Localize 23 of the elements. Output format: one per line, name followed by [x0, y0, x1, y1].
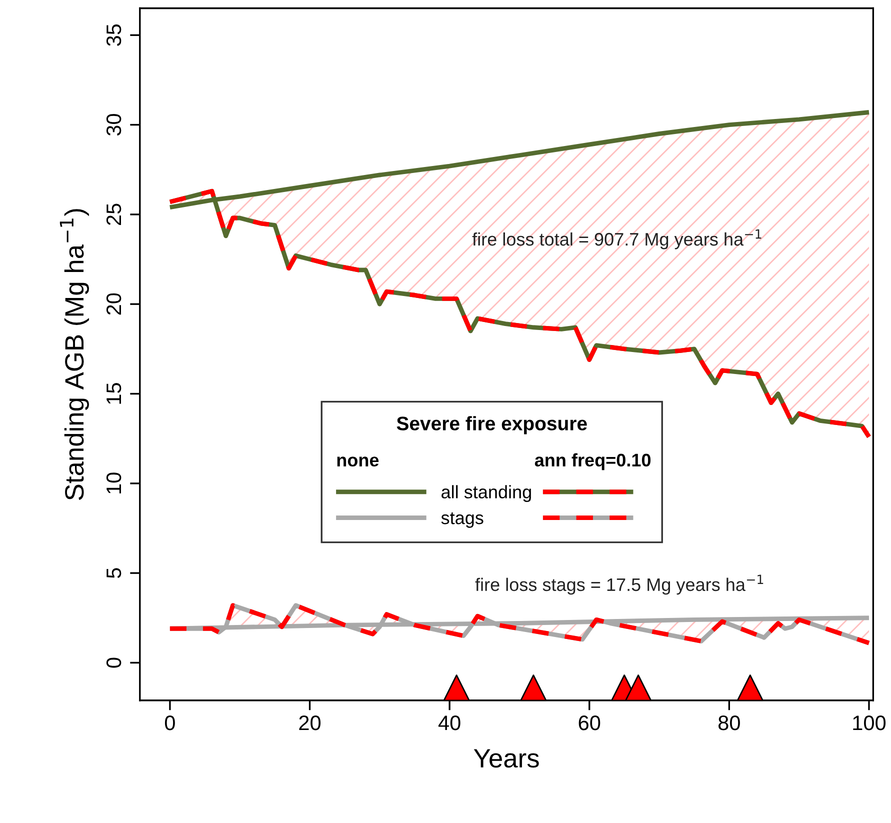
- y-tick-label: 25: [106, 204, 122, 225]
- x-tick-label: 80: [718, 716, 740, 730]
- y-tick-label: 5: [106, 568, 122, 578]
- annotation: fire loss total = 907.7 Mg years ha$^{−1}$: [472, 229, 762, 250]
- y-tick-label: 30: [106, 114, 122, 136]
- x-tick-label: 100: [853, 716, 886, 730]
- legend-label: all standing: [442, 485, 531, 502]
- y-tick-label: 20: [106, 293, 122, 315]
- legend-title: Severe fire exposure: [396, 416, 587, 434]
- annotation: ann freq=0.10: [534, 453, 651, 470]
- x-tick-label: 60: [578, 716, 600, 730]
- y-tick-label: 15: [106, 383, 122, 404]
- x-tick-label: 40: [438, 716, 460, 730]
- x-axis-title: Years: [474, 749, 539, 768]
- y-tick-label: 0: [106, 658, 122, 668]
- x-tick-label: 0: [164, 716, 175, 730]
- y-axis-title: Standing AGB (Mg ha$^{−1}$): [60, 209, 89, 500]
- y-tick-label: 10: [106, 472, 122, 494]
- y-tick-label: 35: [106, 24, 122, 46]
- legend-label: stags: [441, 512, 484, 528]
- x-tick-label: 20: [299, 716, 321, 730]
- annotation: fire loss stags = 17.5 Mg years ha$^{−1}$: [475, 574, 764, 595]
- annotation: none: [337, 456, 379, 467]
